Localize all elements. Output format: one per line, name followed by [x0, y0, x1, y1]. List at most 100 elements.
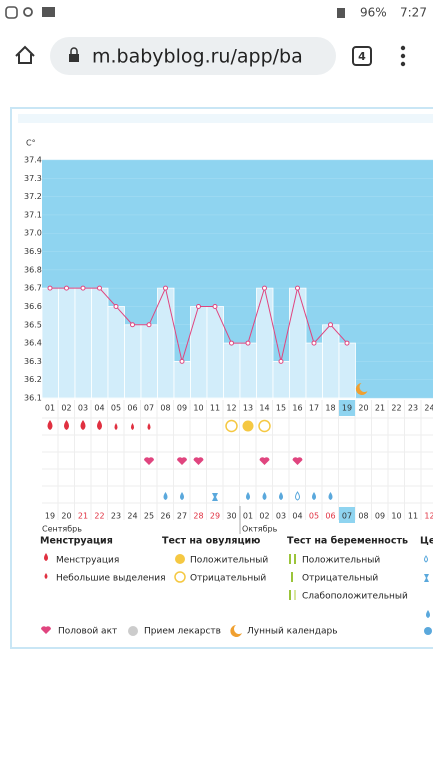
date-label: 07: [342, 512, 352, 521]
ovulation-icon: [242, 420, 254, 432]
legend-title: Менструация: [40, 536, 113, 547]
y-tick-label: 37.1: [24, 210, 42, 219]
clock: 7:27: [400, 6, 427, 20]
x-tick-label: 04: [94, 404, 104, 413]
date-label: 11: [408, 512, 418, 521]
date-label: 08: [358, 512, 368, 521]
temp-point: [278, 358, 284, 364]
legend-title: Тест на беременность: [287, 536, 408, 547]
date-label: 04: [292, 512, 302, 521]
heart-icon: [144, 457, 154, 465]
temp-bar: [74, 287, 92, 399]
temp-point: [311, 340, 317, 346]
month-label: Сентябрь: [42, 525, 82, 534]
x-tick-label: 14: [259, 404, 269, 413]
temp-point: [196, 303, 201, 309]
y-tick-label: 36.9: [24, 247, 42, 256]
temp-point: [229, 340, 234, 346]
date-label: 28: [193, 512, 203, 521]
temp-bar: [41, 287, 59, 399]
url-text: m.babyblog.ru/app/ba: [92, 46, 303, 68]
temp-bar: [239, 342, 257, 399]
legend-title: Тест на овуляцию: [162, 536, 260, 547]
cervix-icon: [279, 492, 283, 500]
x-tick-label: 01: [45, 404, 55, 413]
temp-point: [245, 340, 251, 346]
y-tick-label: 36.6: [24, 302, 42, 311]
menstruation-icon: [131, 423, 134, 430]
y-tick-label: 36.4: [24, 339, 42, 348]
menstruation-icon: [47, 420, 53, 430]
date-label: 24: [127, 512, 137, 521]
temp-point: [64, 285, 69, 291]
legend-item: Прием лекарств: [144, 627, 221, 637]
moon-icon: [355, 383, 368, 395]
temp-bar: [322, 324, 340, 399]
folder-icon: [42, 7, 55, 17]
y-tick-label: 36.7: [24, 284, 42, 293]
today-box: [339, 400, 355, 416]
x-tick-label: 09: [177, 404, 187, 413]
date-label: 09: [375, 512, 385, 521]
url-bar[interactable]: [50, 37, 336, 75]
tabs-button[interactable]: [352, 46, 372, 66]
cervix-icon: [295, 491, 300, 501]
x-tick-label: 19: [342, 404, 352, 413]
scroll-handle[interactable]: [18, 114, 433, 123]
date-label: 05: [309, 512, 319, 521]
date-label: 21: [78, 512, 88, 521]
menstruation-icon: [64, 420, 69, 430]
date-label: 25: [144, 512, 154, 521]
x-tick-label: 15: [276, 404, 286, 413]
temp-bar: [58, 287, 76, 399]
y-tick-label: 36.3: [24, 357, 42, 366]
legend-item: Лунный календарь: [247, 627, 338, 637]
date-label: 29: [210, 512, 220, 521]
legend-item: Половой акт: [58, 627, 117, 637]
temp-bar: [289, 287, 307, 399]
x-tick-label: 11: [210, 404, 220, 413]
cervix-icon: [312, 492, 316, 500]
temp-bar: [91, 287, 109, 399]
cervix-icon: [262, 492, 267, 500]
date-label: 27: [177, 512, 187, 521]
legend-item: Положительный: [190, 556, 268, 566]
search-icon: [23, 7, 33, 17]
date-label: 20: [61, 512, 71, 521]
y-tick-label: 36.2: [24, 375, 42, 384]
date-label: 06: [325, 512, 335, 521]
cervix-icon: [212, 493, 218, 501]
x-tick-label: 21: [375, 404, 385, 413]
date-label: 01: [243, 512, 253, 521]
x-tick-label: 22: [391, 404, 401, 413]
temp-point: [328, 322, 333, 328]
cervix-icon: [328, 492, 333, 500]
date-label: 22: [94, 512, 104, 521]
temp-bar: [124, 324, 142, 399]
x-tick-label: 03: [78, 404, 88, 413]
signal-icon: [337, 8, 345, 18]
instagram-icon: [5, 6, 18, 19]
menstruation-icon: [147, 423, 151, 430]
x-tick-label: 13: [243, 404, 253, 413]
legend-item: Небольшие выделения: [56, 574, 166, 584]
temp-bar: [223, 342, 241, 399]
x-tick-label: 02: [61, 404, 71, 413]
heart-icon: [177, 457, 187, 465]
date-label: 23: [111, 512, 121, 521]
x-tick-label: 07: [144, 404, 154, 413]
x-tick-label: 10: [193, 404, 203, 413]
y-tick-label: 37.4: [24, 156, 42, 165]
legend-item: Менструация: [56, 556, 119, 566]
temp-point: [47, 285, 53, 291]
date-label: 10: [391, 512, 401, 521]
lock-shackle: [70, 47, 78, 54]
menu-button[interactable]: [400, 45, 406, 67]
legend-item: Отрицательный: [302, 574, 378, 584]
home-button[interactable]: [15, 45, 35, 64]
x-tick-label: 05: [111, 404, 121, 413]
date-label: 03: [276, 512, 286, 521]
temp-point: [295, 285, 300, 291]
temp-bar: [107, 306, 125, 399]
